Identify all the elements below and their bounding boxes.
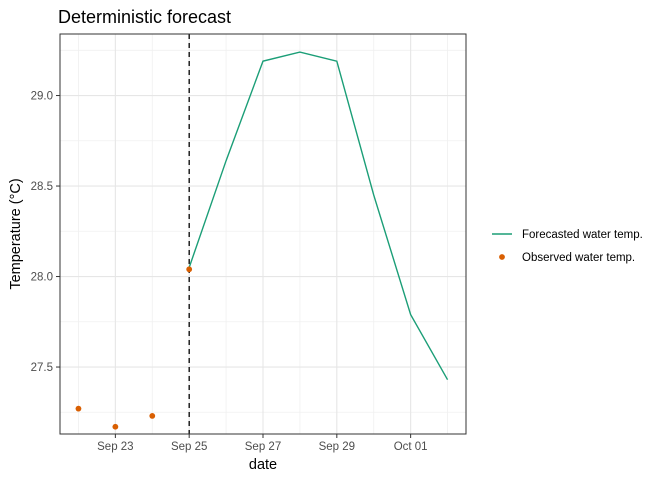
x-tick-label: Oct 01 <box>394 441 428 453</box>
legend-item: Observed water temp. <box>499 252 635 264</box>
y-tick-label: 27.5 <box>31 362 53 374</box>
x-tick-label: Sep 29 <box>319 441 355 453</box>
chart-title: Deterministic forecast <box>58 7 231 27</box>
x-tick-label: Sep 27 <box>245 441 281 453</box>
y-axis-title: Temperature (°C) <box>8 178 24 289</box>
y-tick-label: 29.0 <box>31 91 53 103</box>
x-axis-title: date <box>249 457 277 473</box>
observed-point <box>149 413 156 419</box>
plot-panel <box>59 33 467 435</box>
legend-label: Observed water temp. <box>522 252 635 264</box>
observed-point <box>75 405 82 412</box>
legend-label: Forecasted water temp. <box>522 229 643 241</box>
legend: Forecasted water temp. Observed water tem… <box>492 229 643 264</box>
x-tick-label: Sep 25 <box>171 441 207 453</box>
observed-point <box>112 423 119 430</box>
x-tick-label: Sep 23 <box>97 441 133 453</box>
y-tick-label: 28.5 <box>31 181 53 193</box>
legend-item: Forecasted water temp. <box>492 229 643 241</box>
observed-point <box>186 266 193 273</box>
forecast-line <box>188 51 449 381</box>
y-tick-label: 28.0 <box>31 272 53 284</box>
grid <box>60 34 466 434</box>
legend-point-key <box>499 254 505 260</box>
axes: Sep 23 Sep 25 Sep 27 Sep 29 Oct 01 27.5 28.0 28… <box>31 91 428 453</box>
